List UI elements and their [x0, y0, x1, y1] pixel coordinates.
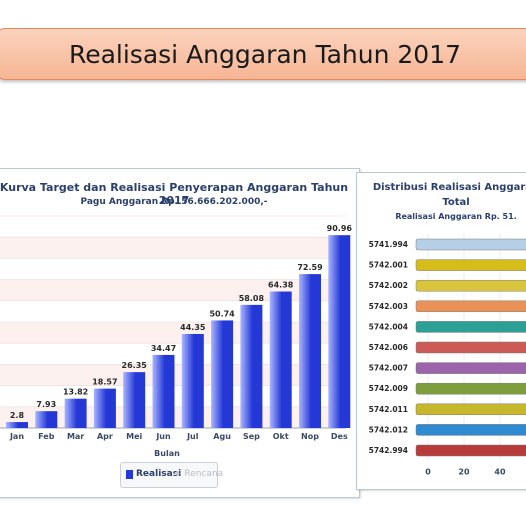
grid-band [0, 279, 346, 301]
bar-mei[interactable] [123, 372, 146, 428]
bar-sep[interactable] [240, 304, 263, 428]
x-tick-label: Mei [126, 432, 142, 441]
chart-subtitle: Pagu Anggaran Rp. 56.666.202.000,- [80, 197, 268, 207]
x-tick-label: Sep [243, 432, 260, 441]
bar-5742-002[interactable] [415, 279, 526, 292]
bar-jul[interactable] [181, 333, 204, 428]
x-axis-title: Bulan [154, 449, 180, 458]
bar-apr[interactable] [93, 388, 116, 428]
x-tick-label: Jun [155, 432, 171, 441]
cumulative-bar-chart: 2.8 Jan 7.93 Feb 13.82 Mar 18.57 Apr 26.35 Mei 34.… [0, 215, 353, 458]
legend-item-realisasi[interactable]: Realisasi [126, 469, 181, 479]
data-label: 34.47 [151, 344, 176, 353]
bar-5742-007[interactable] [415, 362, 526, 374]
bar-5742-001[interactable] [415, 259, 526, 271]
bar-5742-003[interactable] [415, 300, 526, 313]
chart-title: Kurva Target dan Realisasi Penyerapan An… [0, 181, 349, 207]
data-label: 90.96 [327, 224, 353, 233]
dist-chart-title-line2: Total [442, 197, 470, 208]
x-tick-label: 40 [494, 468, 506, 477]
bar-5742-009[interactable] [415, 382, 526, 395]
x-tick-label: 0 [425, 468, 431, 477]
data-label: 26.35 [122, 361, 148, 370]
x-tick-label: 20 [458, 468, 470, 477]
bar-5742-011[interactable] [415, 403, 526, 416]
x-tick-label: Mar [67, 432, 84, 441]
grid-band [0, 237, 346, 259]
page-title: Realisasi Anggaran Tahun 2017 [68, 39, 462, 69]
grid-band [0, 322, 346, 344]
category-label: 5742.002 [369, 281, 408, 290]
category-label: 5742.009 [369, 384, 408, 393]
dist-chart-subtitle: Realisasi Anggaran Rp. 51. [395, 212, 517, 221]
legend-label-realisasi: Realisasi [136, 469, 182, 479]
dist-chart-title: Distribusi Realisasi Anggaran [372, 182, 526, 193]
category-label: 5742.006 [369, 343, 408, 352]
line-marker-icon: ✦ [173, 468, 182, 480]
category-label: 5742.004 [369, 322, 408, 331]
category-label: 5742.012 [369, 425, 408, 434]
category-label: 5741.994 [369, 240, 408, 249]
x-tick-label: Feb [38, 432, 55, 441]
bar-feb[interactable] [35, 411, 58, 428]
x-tick-label: Jan [9, 432, 24, 441]
category-label: 5742.011 [369, 405, 408, 414]
data-label: 64.38 [268, 281, 294, 290]
bar-5742-994[interactable] [415, 444, 526, 457]
data-label: 72.59 [297, 263, 323, 272]
bar-5742-004[interactable] [415, 321, 526, 333]
bar-agu[interactable] [211, 320, 234, 428]
bar-5741-994[interactable] [415, 238, 526, 251]
distribution-bar-chart: 02040605741.9945742.0015742.0025742.0035… [369, 234, 526, 477]
bar-nop[interactable] [299, 274, 321, 428]
page-title-banner: Realisasi Anggaran Tahun 2017 [0, 28, 526, 80]
x-tick-label: Okt [273, 432, 289, 441]
data-label: 50.74 [209, 309, 235, 318]
bar-jan[interactable] [6, 422, 28, 428]
data-label: 7.93 [36, 400, 56, 409]
bar-swatch-icon [126, 469, 133, 479]
data-label: 44.35 [180, 323, 206, 332]
legend-label-rencana: Rencana [184, 469, 224, 479]
data-label: 2.8 [10, 411, 25, 420]
category-label: 5742.994 [369, 446, 408, 455]
data-label: 58.08 [239, 294, 265, 303]
category-label: 5742.001 [369, 261, 408, 270]
category-label: 5742.003 [369, 302, 408, 311]
bar-mar[interactable] [64, 398, 87, 428]
bar-5742-012[interactable] [415, 424, 526, 436]
category-label: 5742.007 [369, 364, 408, 373]
x-tick-label: Jul [186, 432, 199, 441]
x-tick-label: Nop [301, 432, 319, 441]
data-label: 18.57 [92, 378, 117, 387]
bar-5742-006[interactable] [415, 341, 526, 354]
bar-jun[interactable] [152, 354, 175, 428]
legend-item-rencana[interactable]: ✦ Rencana [173, 469, 223, 479]
x-tick-label: Apr [97, 432, 113, 441]
x-tick-label: Agu [213, 432, 231, 441]
x-tick-label: Des [331, 432, 348, 441]
data-label: 13.82 [63, 388, 88, 397]
bar-des[interactable] [328, 235, 351, 428]
bar-okt[interactable] [269, 291, 292, 428]
chart-legend[interactable]: Realisasi ✦ Rencana [120, 462, 223, 488]
